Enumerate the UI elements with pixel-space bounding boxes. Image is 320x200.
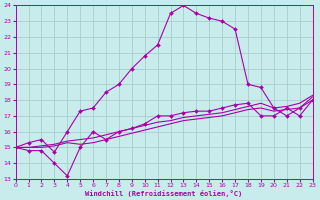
X-axis label: Windchill (Refroidissement éolien,°C): Windchill (Refroidissement éolien,°C): [85, 190, 243, 197]
